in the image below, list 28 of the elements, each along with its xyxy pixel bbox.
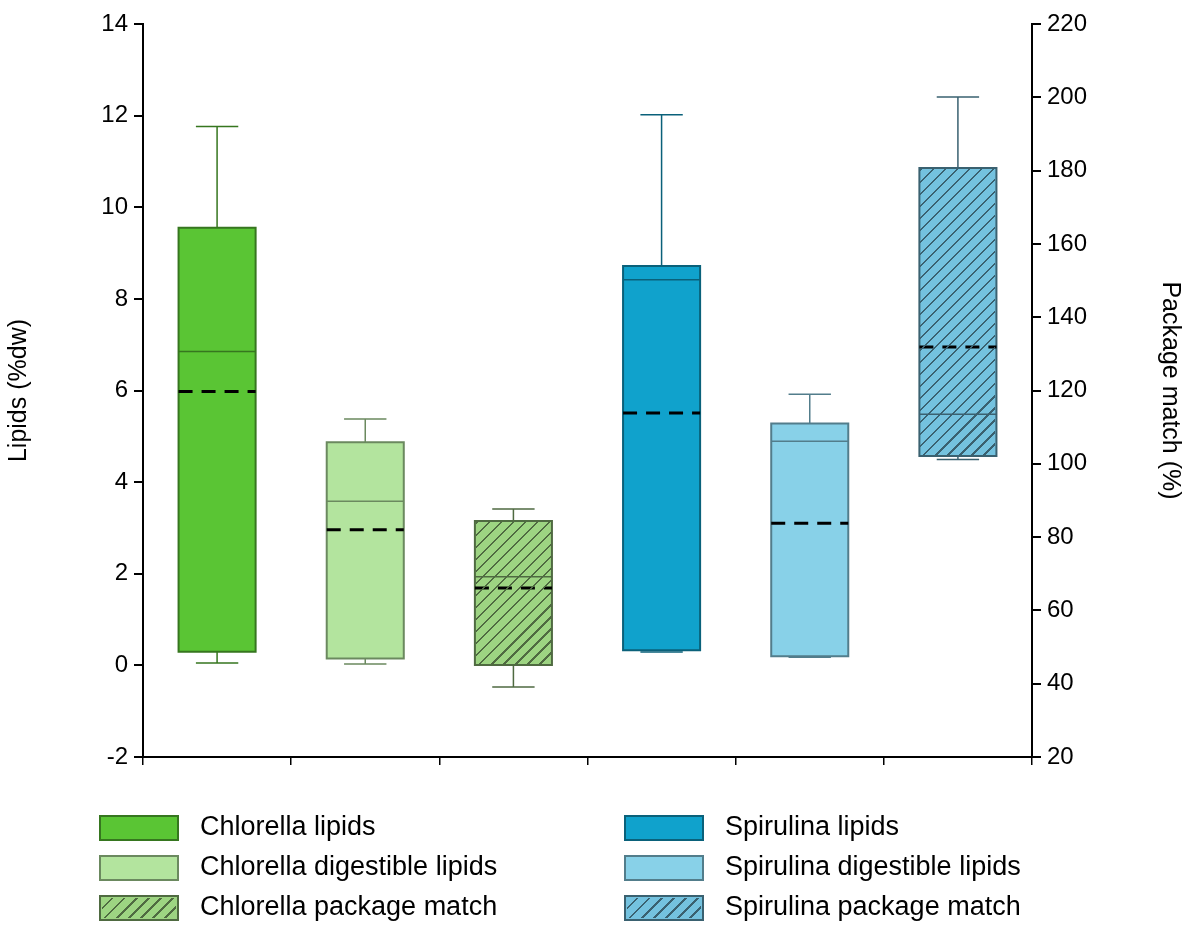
y-tick-label: 14 — [101, 8, 128, 36]
y2-tick-label: 100 — [1047, 448, 1088, 476]
legend-label: Chlorella package match — [200, 891, 498, 922]
y2-tick-label: 180 — [1047, 155, 1088, 183]
legend-label: Spirulina digestible lipids — [725, 851, 1021, 882]
y-tick-label: 6 — [114, 375, 128, 403]
y-tick-label: 12 — [101, 100, 128, 128]
legend-label: Chlorella digestible lipids — [200, 851, 498, 882]
y2-axis-title: Package match (%) — [1158, 281, 1187, 500]
y2-tick-label: 60 — [1047, 595, 1074, 623]
y2-tick-label: 20 — [1047, 741, 1074, 769]
y-tick-label: 10 — [101, 191, 128, 219]
y-tick-label: 4 — [114, 466, 128, 494]
y-tick-label: -2 — [106, 741, 128, 769]
y-axis-title: Lipids (%dw) — [2, 318, 31, 463]
y2-tick-label: 220 — [1047, 8, 1088, 36]
y-tick-label: 8 — [114, 283, 128, 311]
y-tick-label: 0 — [114, 650, 128, 677]
y2-tick-label: 200 — [1047, 81, 1088, 109]
y-tick-label: 2 — [114, 558, 128, 586]
y2-tick-label: 80 — [1047, 521, 1074, 549]
y2-tick-label: 140 — [1047, 301, 1088, 329]
legend-label: Spirulina lipids — [725, 811, 900, 842]
legend-label: Chlorella lipids — [200, 811, 376, 842]
y2-tick-label: 40 — [1047, 668, 1074, 696]
y2-tick-label: 160 — [1047, 228, 1088, 256]
legend-label: Spirulina package match — [725, 891, 1021, 922]
y2-tick-label: 120 — [1047, 375, 1088, 403]
